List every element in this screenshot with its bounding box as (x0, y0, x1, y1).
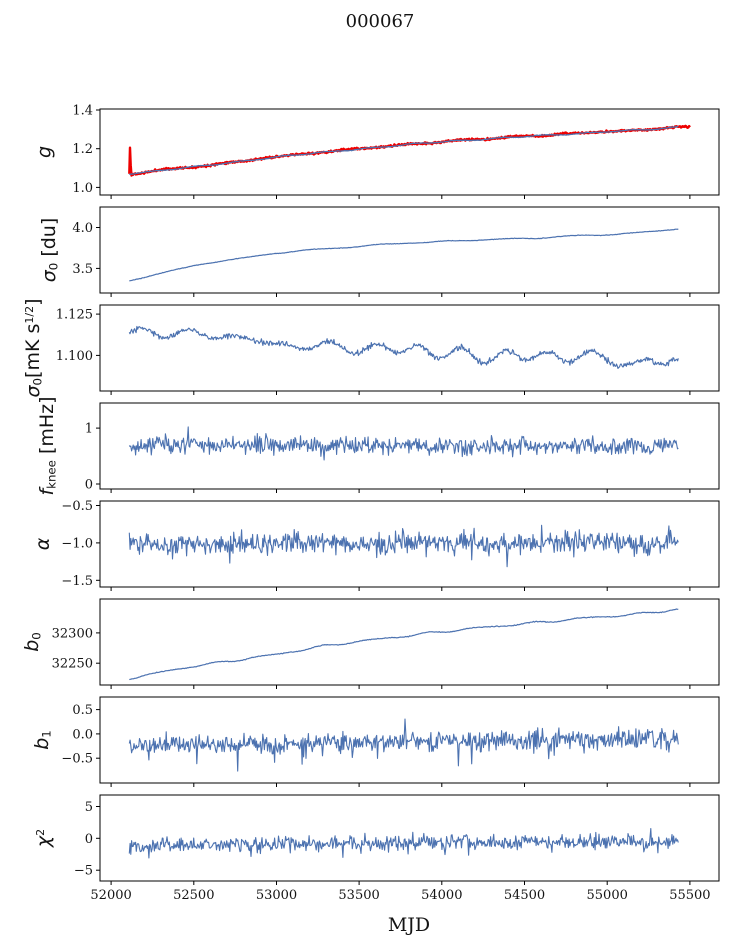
y-tick-label: 3.5 (72, 262, 93, 277)
x-tick-label: 53500 (338, 888, 379, 903)
y-axis-label-chi2: χ2 (32, 828, 55, 848)
y-tick-label: 1.0 (72, 181, 93, 196)
y-tick-label: 1.4 (72, 104, 93, 119)
series-sigma0-mks (128, 325, 679, 369)
panel-b0-frame (99, 598, 720, 686)
panel-sigma0-du-frame (99, 206, 720, 294)
y-axis-label-b0: b0 (20, 632, 44, 652)
y-tick-label: 0 (85, 832, 93, 847)
series-fknee (128, 426, 679, 461)
x-tick-label: 53000 (256, 888, 297, 903)
y-tick-label: 5 (85, 800, 93, 815)
y-axis-label-alpha: α (31, 537, 54, 551)
chart-title: 000067 (346, 11, 415, 32)
series-sigma0-du (129, 228, 679, 282)
y-tick-label: 4.0 (72, 221, 93, 236)
series-gain-measured (128, 124, 691, 177)
y-tick-label: 1.2 (72, 142, 93, 157)
y-tick-label: 0.0 (72, 727, 93, 742)
y-axis-label-sigma0-mks: σ0[mK s1/2] (21, 298, 45, 398)
x-tick-label: 54000 (421, 888, 462, 903)
series-b1 (128, 718, 679, 772)
panel-b1-frame (99, 696, 720, 784)
y-tick-label: 32300 (52, 626, 93, 641)
y-axis-label-g: g (33, 145, 56, 159)
y-tick-label: −0.5 (61, 499, 93, 514)
x-tick-label: 55500 (669, 888, 710, 903)
y-tick-label: 1.125 (56, 308, 93, 323)
series-gain-model (129, 125, 679, 176)
y-tick-label: −5 (74, 864, 93, 879)
series-b0 (129, 608, 679, 681)
y-tick-label: −0.5 (61, 752, 93, 767)
x-tick-label: 52000 (90, 888, 131, 903)
x-axis-label: MJD (388, 914, 430, 936)
x-tick-label: 52500 (173, 888, 214, 903)
panel-alpha-frame (99, 500, 720, 588)
y-tick-label: −1.5 (61, 574, 93, 589)
y-axis-label-b1: b1 (30, 730, 54, 750)
x-tick-label: 55000 (587, 888, 628, 903)
y-tick-label: 1 (85, 422, 93, 437)
panel-sigma0-mks-frame (99, 304, 720, 392)
series-chi2 (128, 827, 679, 859)
y-axis-label-sigma0-du: σ0 [du] (37, 217, 61, 283)
panel-fknee-frame (99, 402, 720, 490)
y-axis-label-fknee: fknee [mHz] (35, 396, 59, 496)
y-tick-label: −1.0 (61, 536, 93, 551)
y-tick-label: 0.5 (72, 703, 93, 718)
series-alpha (128, 524, 679, 568)
x-tick-label: 54500 (504, 888, 545, 903)
y-tick-label: 32250 (52, 657, 93, 672)
panel-g-frame (99, 108, 720, 196)
y-tick-label: 0 (85, 478, 93, 493)
panel-chi2-frame (99, 794, 720, 882)
y-tick-label: 1.100 (56, 349, 93, 364)
